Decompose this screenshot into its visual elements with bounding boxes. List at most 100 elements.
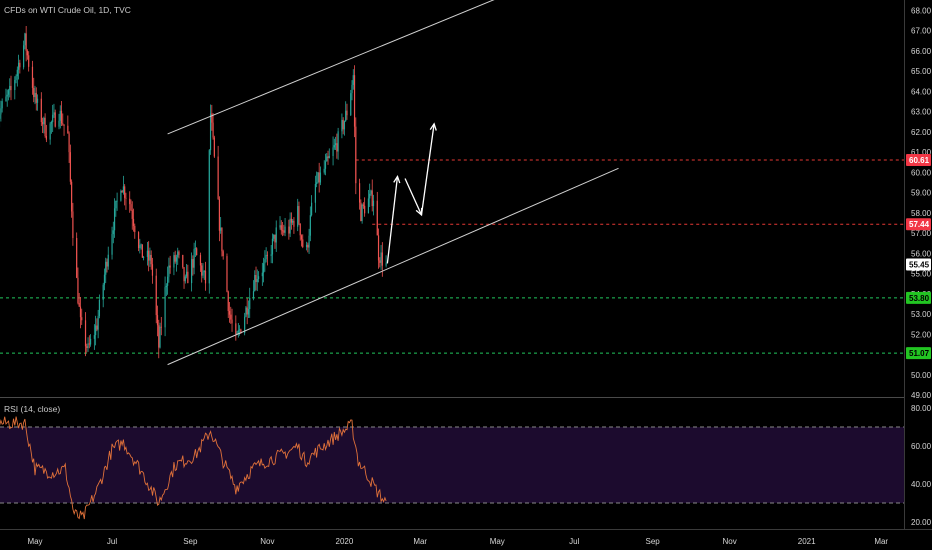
candle-body <box>34 92 36 98</box>
candle-body <box>16 69 18 77</box>
candle-body <box>86 346 88 348</box>
candle-body <box>235 323 237 334</box>
candle-body <box>137 232 140 249</box>
candle-body <box>5 96 7 102</box>
candle-body <box>15 76 17 80</box>
price-tag-box <box>906 258 931 271</box>
candle-body <box>360 202 362 222</box>
candle-body <box>345 110 347 122</box>
candle-body <box>292 220 294 223</box>
candle-body <box>77 277 79 303</box>
candle-body <box>120 190 122 201</box>
candle-body <box>377 235 380 261</box>
candle-body <box>372 200 375 207</box>
candle-body <box>183 267 185 282</box>
time-tick-label: 2020 <box>336 537 354 546</box>
candle-body <box>316 182 318 184</box>
channel-lines <box>167 0 619 366</box>
price-tag-box <box>906 154 931 167</box>
candle-body <box>319 172 322 183</box>
rsi-line <box>0 416 387 520</box>
candle-body <box>237 330 239 333</box>
time-axis[interactable]: May Jul Sep Nov 2020 Mar May Jul Sep Nov 2021 Mar <box>27 537 888 546</box>
candle-body <box>116 200 118 202</box>
time-tick-label: Mar <box>413 537 427 546</box>
candle-body <box>369 193 371 199</box>
candle-body <box>184 276 186 282</box>
candle-body <box>196 248 198 256</box>
channel-lower-line <box>167 167 619 366</box>
candle-body <box>159 326 161 348</box>
candle-body <box>222 251 224 257</box>
time-tick-label: Sep <box>183 537 198 546</box>
candle-body <box>175 257 178 262</box>
candle-body <box>236 332 238 334</box>
candle-body <box>10 85 12 91</box>
candle-body <box>333 145 335 148</box>
candle-body <box>249 297 251 310</box>
candle-body <box>124 186 126 198</box>
horizontal-levels <box>0 159 904 354</box>
candle-body <box>290 218 292 223</box>
candle-body <box>314 183 316 203</box>
candle-body <box>107 254 109 267</box>
price-tick-label: 60.00 <box>911 168 932 177</box>
candle-body <box>211 113 213 123</box>
candle-body <box>307 244 309 248</box>
candle-body <box>364 205 366 214</box>
candle-body <box>370 190 372 194</box>
candle-body <box>244 316 246 334</box>
rsi-tick-label: 40.00 <box>911 480 932 489</box>
candle-body <box>336 143 338 152</box>
candle-body <box>81 317 83 321</box>
candle-body <box>332 147 334 156</box>
candle-body <box>160 326 162 328</box>
candle-body <box>328 155 330 159</box>
price-tag-box <box>906 218 931 231</box>
candle-body <box>129 198 131 205</box>
candle-body <box>103 274 106 285</box>
candle-body <box>337 131 339 152</box>
candle-body <box>125 197 127 199</box>
candle-body <box>271 238 274 255</box>
candle-body <box>45 136 47 140</box>
candle-body <box>191 259 193 284</box>
price-tag-box <box>906 291 931 304</box>
candle-body <box>305 244 308 248</box>
candle-body <box>167 276 169 286</box>
candle-body <box>7 90 10 95</box>
candle-body <box>323 168 325 173</box>
candle-body <box>96 325 98 330</box>
candle-body <box>194 248 197 250</box>
candle-body <box>240 329 242 334</box>
candle-body <box>155 275 157 316</box>
candle-body <box>9 85 11 91</box>
candle-body <box>212 122 214 138</box>
candle-body <box>255 275 257 283</box>
candle-body <box>68 133 70 153</box>
candle-body <box>182 254 184 268</box>
candle-body <box>252 291 255 298</box>
candle-body <box>102 284 104 300</box>
candle-body <box>302 239 304 248</box>
candle-body <box>132 218 135 226</box>
candle-body <box>324 161 327 169</box>
candle-body <box>379 260 381 263</box>
candle-body <box>43 117 45 125</box>
candle-body <box>300 235 303 240</box>
candle-body <box>209 113 212 151</box>
candle-body <box>263 263 265 273</box>
candle-body <box>264 259 266 264</box>
candle-body <box>213 137 215 157</box>
candle-body <box>275 227 277 243</box>
time-tick-label: Jul <box>107 537 117 546</box>
rsi-axis[interactable]: 20.00 40.00 60.00 80.00 <box>911 404 932 527</box>
candle-body <box>165 285 167 288</box>
candle-body <box>76 238 78 278</box>
candle-body <box>283 230 285 233</box>
rsi-title: RSI (14, close) <box>4 404 60 414</box>
candle-body <box>112 230 114 235</box>
candle-body <box>156 315 159 326</box>
candle-body <box>361 204 363 222</box>
